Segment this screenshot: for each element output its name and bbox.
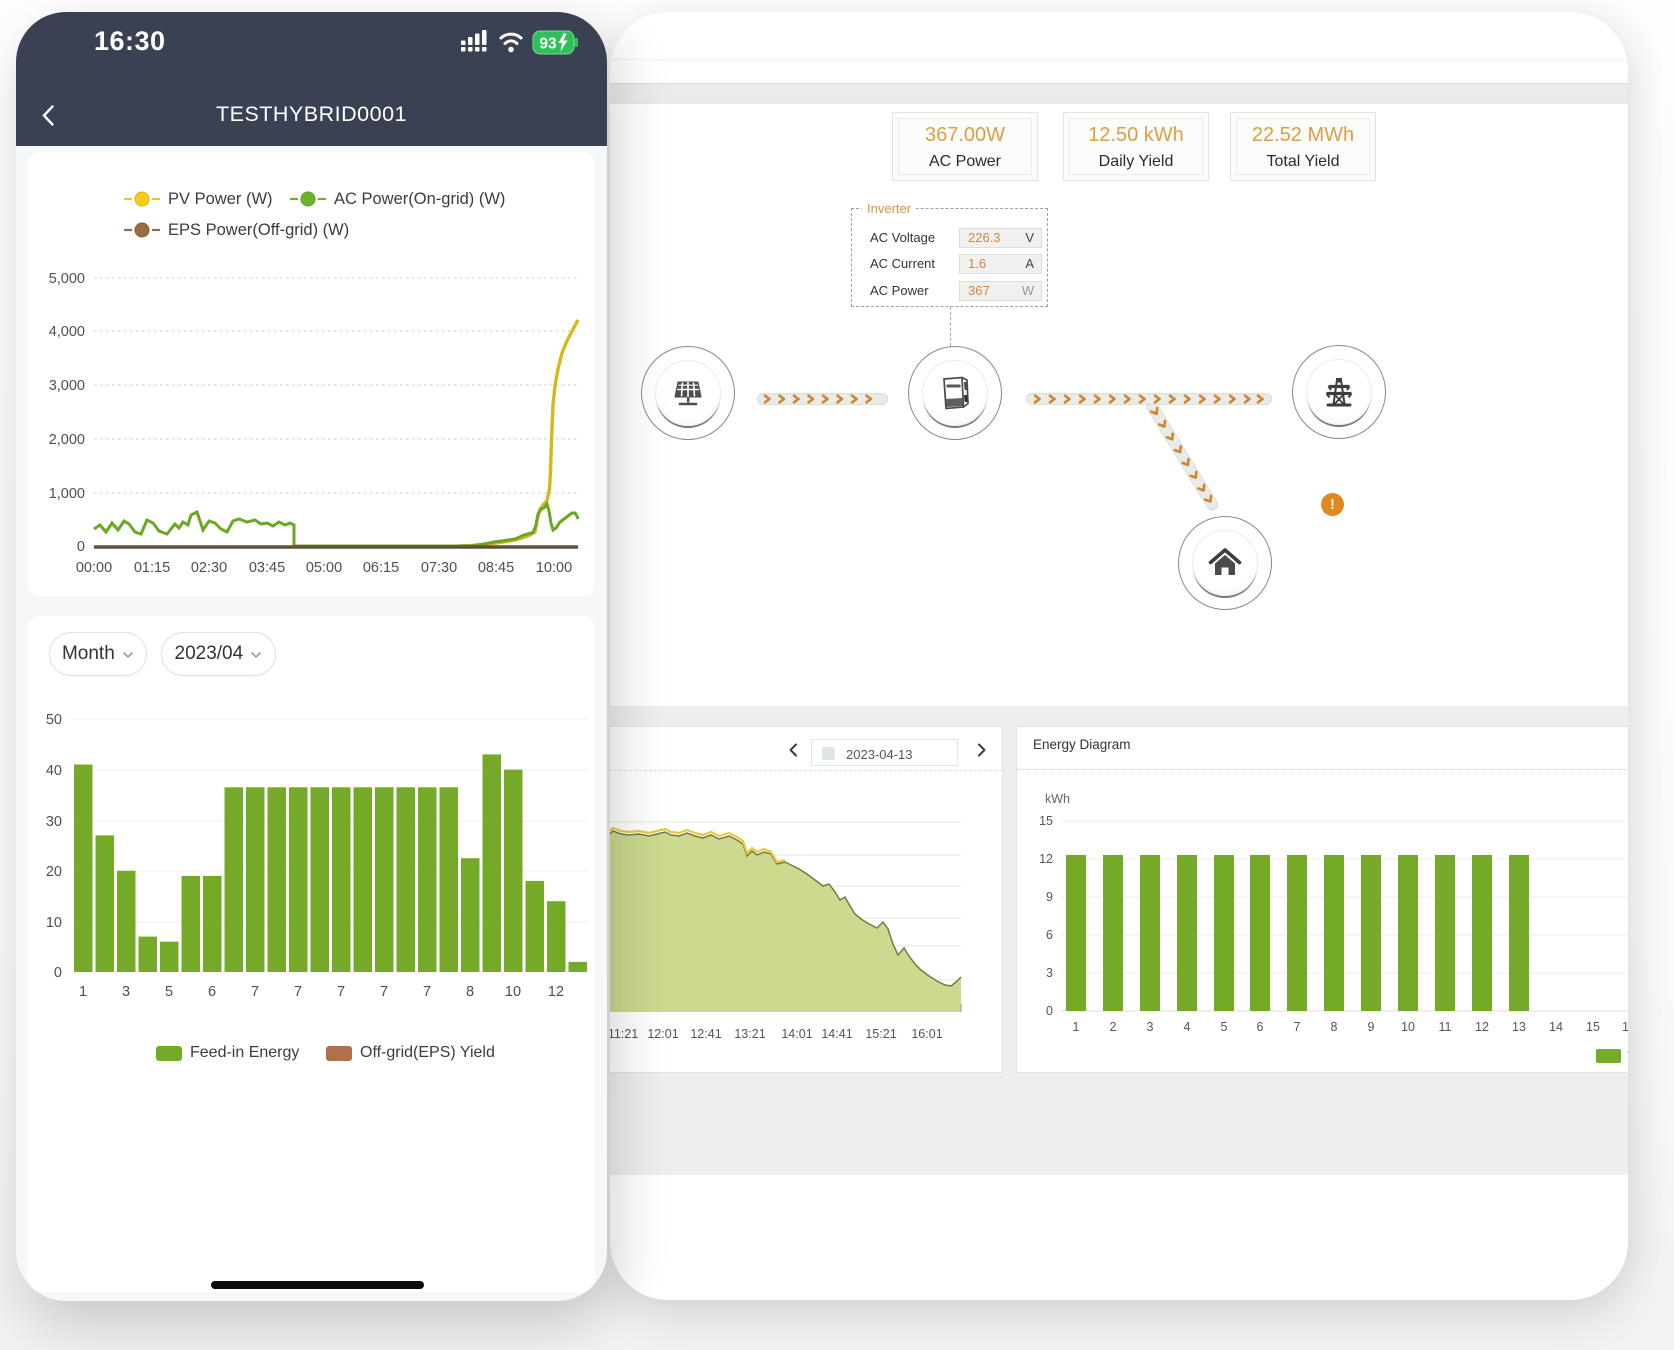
svg-text:14:01: 14:01: [781, 1027, 812, 1041]
svg-text:10:00: 10:00: [536, 560, 572, 576]
svg-text:9: 9: [1046, 890, 1053, 904]
svg-text:12:41: 12:41: [690, 1027, 721, 1041]
svg-text:15:21: 15:21: [865, 1027, 896, 1041]
svg-text:6: 6: [1257, 1020, 1264, 1034]
svg-text:93: 93: [539, 36, 557, 53]
svg-text:05:00: 05:00: [306, 560, 342, 576]
svg-text:02:30: 02:30: [191, 560, 227, 576]
svg-text:01:15: 01:15: [134, 560, 170, 576]
svg-text:1: 1: [79, 984, 87, 1000]
svg-text:8: 8: [1331, 1020, 1338, 1034]
svg-text:8: 8: [466, 984, 474, 1000]
svg-text:7: 7: [1294, 1020, 1301, 1034]
svg-text:6: 6: [208, 984, 216, 1000]
svg-text:12: 12: [1475, 1020, 1489, 1034]
svg-text:5: 5: [1221, 1020, 1228, 1034]
svg-text:7: 7: [380, 984, 388, 1000]
svg-text:14:41: 14:41: [821, 1027, 852, 1041]
svg-text:40: 40: [46, 763, 62, 779]
svg-text:2,000: 2,000: [49, 432, 85, 448]
svg-text:3: 3: [1147, 1020, 1154, 1034]
svg-text:3: 3: [122, 984, 130, 1000]
svg-text:2: 2: [1110, 1020, 1117, 1034]
svg-text:03:45: 03:45: [249, 560, 285, 576]
svg-text:7: 7: [423, 984, 431, 1000]
svg-text:12: 12: [1039, 852, 1053, 866]
svg-text:0: 0: [1046, 1004, 1053, 1018]
svg-text:07:30: 07:30: [421, 560, 457, 576]
svg-text:10: 10: [46, 915, 62, 931]
svg-text:13:21: 13:21: [734, 1027, 765, 1041]
svg-text:4: 4: [1184, 1020, 1191, 1034]
svg-text:12:01: 12:01: [647, 1027, 678, 1041]
svg-text:15: 15: [1039, 814, 1053, 828]
svg-text:7: 7: [337, 984, 345, 1000]
svg-text:11:21: 11:21: [610, 1027, 638, 1041]
svg-text:0: 0: [77, 539, 85, 555]
svg-text:1: 1: [1073, 1020, 1080, 1034]
svg-text:10: 10: [1401, 1020, 1415, 1034]
svg-text:50: 50: [46, 712, 62, 728]
svg-text:16: 16: [1622, 1020, 1628, 1034]
svg-text:10: 10: [505, 984, 521, 1000]
svg-text:7: 7: [294, 984, 302, 1000]
svg-text:15: 15: [1586, 1020, 1600, 1034]
svg-text:1,000: 1,000: [49, 486, 85, 502]
svg-text:20: 20: [46, 864, 62, 880]
svg-text:14: 14: [1549, 1020, 1563, 1034]
svg-text:9: 9: [1368, 1020, 1375, 1034]
svg-text:5,000: 5,000: [49, 271, 85, 287]
svg-text:16:01: 16:01: [911, 1027, 942, 1041]
svg-text:4,000: 4,000: [49, 324, 85, 340]
svg-text:7: 7: [251, 984, 259, 1000]
svg-text:06:15: 06:15: [363, 560, 399, 576]
svg-text:30: 30: [46, 814, 62, 830]
svg-text:kWh: kWh: [1045, 792, 1070, 806]
svg-text:5: 5: [165, 984, 173, 1000]
svg-text:13: 13: [1512, 1020, 1526, 1034]
svg-text:3,000: 3,000: [49, 378, 85, 394]
svg-text:08:45: 08:45: [478, 560, 514, 576]
svg-text:6: 6: [1046, 928, 1053, 942]
svg-text:11: 11: [1439, 1020, 1452, 1034]
svg-text:00:00: 00:00: [76, 560, 112, 576]
svg-text:3: 3: [1046, 966, 1053, 980]
svg-text:0: 0: [54, 965, 62, 981]
svg-text:12: 12: [548, 984, 564, 1000]
